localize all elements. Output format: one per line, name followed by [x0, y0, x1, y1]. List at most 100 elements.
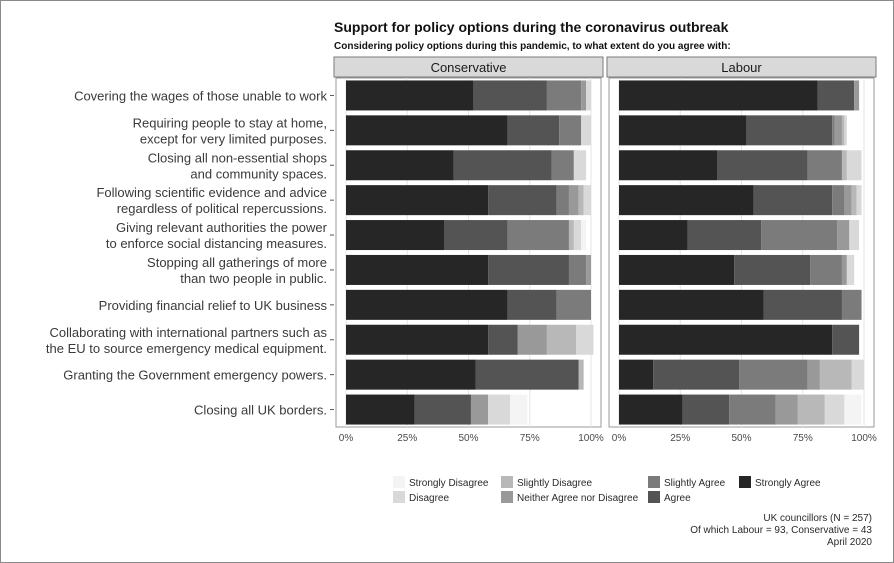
bar-segment-labour-agree	[817, 80, 855, 111]
legend-label-neither-agree-nor-disagree: Neither Agree nor Disagree	[517, 493, 639, 504]
bar-segment-labour-agree	[717, 150, 808, 181]
bar-segment-conservative-agree	[475, 359, 579, 390]
bar-segment-labour-agree	[753, 185, 833, 216]
legend-swatch-slightly-agree	[648, 476, 660, 488]
bar-segment-conservative-strongly-agree	[346, 115, 508, 146]
bar-segment-labour-agree	[682, 394, 730, 425]
x-tick-label-conservative: 50%	[458, 433, 478, 444]
bar-segment-conservative-neither-agree-nor-disagree	[517, 324, 547, 355]
legend-swatch-agree	[648, 491, 660, 503]
bar-segment-conservative-agree	[488, 185, 557, 216]
bar-segment-conservative-neither-agree-nor-disagree	[568, 185, 579, 216]
bar-segment-labour-disagree	[856, 185, 862, 216]
bar-segment-labour-disagree	[846, 150, 862, 181]
bar-segment-conservative-strongly-agree	[346, 394, 415, 425]
bar-segment-labour-strongly-agree	[619, 289, 764, 320]
bar-segment-labour-disagree	[849, 220, 860, 251]
bar-segment-labour-agree	[746, 115, 833, 146]
bar-segment-labour-strongly-agree	[619, 220, 688, 251]
bar-segment-labour-disagree	[824, 394, 845, 425]
bar-segment-labour-strongly-agree	[619, 394, 683, 425]
bar-segment-labour-strongly-disagree	[844, 394, 862, 425]
bar-segment-conservative-slightly-agree	[568, 254, 587, 285]
bar-segment-labour-slightly-agree	[810, 254, 842, 285]
legend-swatch-slightly-disagree	[501, 476, 513, 488]
bar-segment-conservative-agree	[488, 254, 569, 285]
bar-segment-conservative-slightly-disagree	[578, 185, 584, 216]
x-tick-label-conservative: 25%	[397, 433, 417, 444]
bar-segment-conservative-neither-agree-nor-disagree	[581, 80, 587, 111]
legend-label-disagree: Disagree	[409, 493, 449, 504]
bar-segment-conservative-agree	[453, 150, 552, 181]
x-tick-label-labour: 100%	[851, 433, 877, 444]
bar-segment-conservative-strongly-agree	[346, 185, 489, 216]
bar-segment-labour-slightly-disagree	[841, 150, 847, 181]
category-label: Collaborating with international partner…	[50, 325, 328, 340]
bar-segment-labour-disagree	[846, 254, 855, 285]
bar-segment-labour-neither-agree-nor-disagree	[834, 115, 842, 146]
bar-segment-labour-slightly-disagree	[851, 185, 857, 216]
category-label: Closing all non-essential shops	[148, 150, 328, 165]
legend-label-slightly-agree: Slightly Agree	[664, 478, 726, 489]
x-tick-label-labour: 50%	[731, 433, 751, 444]
bar-segment-labour-slightly-agree	[832, 185, 845, 216]
bar-segment-labour-neither-agree-nor-disagree	[854, 80, 860, 111]
caption-line: Of which Labour = 93, Conservative = 43	[690, 525, 872, 536]
category-label: Providing financial relief to UK busines…	[99, 298, 328, 313]
category-label: to enforce social distancing measures.	[106, 236, 327, 251]
bar-segment-labour-slightly-disagree	[797, 394, 825, 425]
bar-segment-conservative-strongly-agree	[346, 254, 489, 285]
bar-segment-labour-agree	[734, 254, 811, 285]
bar-segment-conservative-slightly-disagree	[578, 359, 584, 390]
bar-segment-labour-agree	[832, 324, 860, 355]
legend-swatch-neither-agree-nor-disagree	[501, 491, 513, 503]
panel-conservative-label: Conservative	[431, 60, 507, 75]
bar-segment-conservative-strongly-agree	[346, 150, 454, 181]
category-label: than two people in public.	[180, 271, 327, 286]
category-label: Requiring people to stay at home,	[133, 115, 327, 130]
bar-segment-labour-strongly-agree	[619, 115, 747, 146]
bar-segment-conservative-slightly-agree	[507, 220, 569, 251]
bar-segment-labour-slightly-disagree	[841, 115, 845, 146]
panel-labour-label: Labour	[721, 60, 762, 75]
bar-segment-conservative-slightly-agree	[556, 185, 569, 216]
x-tick-label-labour: 75%	[793, 433, 813, 444]
bar-segment-labour-strongly-agree	[619, 254, 735, 285]
category-label: the EU to source emergency medical equip…	[46, 341, 327, 356]
chart-title: Support for policy options during the co…	[334, 19, 729, 35]
bar-segment-labour-disagree	[844, 115, 847, 146]
bar-segment-conservative-strongly-agree	[346, 289, 508, 320]
bar-segment-labour-strongly-agree	[619, 80, 818, 111]
bar-segment-labour-agree	[653, 359, 740, 390]
bar-segment-conservative-agree	[507, 115, 560, 146]
legend-label-strongly-agree: Strongly Agree	[755, 478, 821, 489]
bar-segment-conservative-strongly-agree	[346, 220, 444, 251]
legend-swatch-strongly-agree	[739, 476, 751, 488]
bar-segment-labour-neither-agree-nor-disagree	[844, 185, 852, 216]
x-tick-label-conservative: 100%	[578, 433, 604, 444]
bar-segment-labour-slightly-agree	[832, 115, 835, 146]
bar-segment-labour-disagree	[851, 359, 864, 390]
bar-segment-conservative-disagree	[583, 185, 591, 216]
bar-segment-labour-slightly-agree	[841, 289, 862, 320]
x-tick-label-conservative: 0%	[339, 433, 354, 444]
x-tick-label-conservative: 75%	[520, 433, 540, 444]
legend-swatch-disagree	[393, 491, 405, 503]
panel-conservative-strip	[333, 56, 604, 78]
bar-segment-conservative-neither-agree-nor-disagree	[586, 254, 591, 285]
panel-labour-strip	[606, 56, 877, 78]
legend-label-slightly-disagree: Slightly Disagree	[517, 478, 592, 489]
caption-line: April 2020	[827, 537, 872, 548]
bar-segment-conservative-disagree	[576, 324, 594, 355]
bar-segment-labour-agree	[763, 289, 842, 320]
bar-segment-conservative-disagree	[581, 115, 591, 146]
bar-segment-conservative-disagree	[573, 220, 582, 251]
bar-segment-conservative-neither-agree-nor-disagree	[470, 394, 489, 425]
bar-segment-labour-slightly-agree	[761, 220, 838, 251]
category-label: Stopping all gatherings of more	[147, 255, 327, 270]
category-label: Granting the Government emergency powers…	[63, 368, 327, 383]
bar-segment-labour-neither-agree-nor-disagree	[775, 394, 798, 425]
bar-segment-conservative-slightly-agree	[551, 150, 574, 181]
bar-segment-labour-slightly-agree	[729, 394, 776, 425]
